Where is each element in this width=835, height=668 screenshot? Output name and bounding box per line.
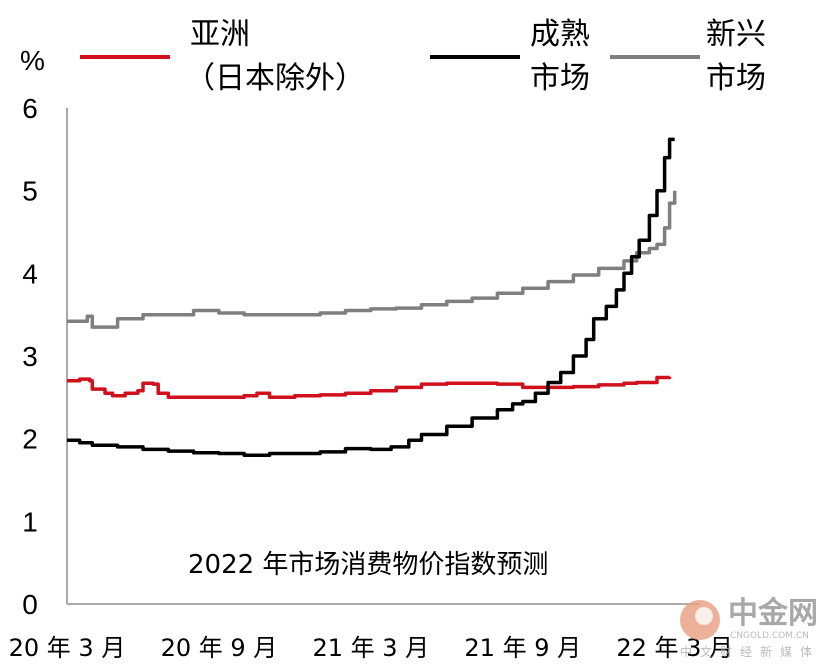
- y-tick-label: 2: [22, 424, 38, 455]
- series-line-0: [67, 375, 672, 400]
- legend: 亚洲 （日本除外） 成熟 市场 新兴 市场: [80, 17, 766, 96]
- watermark-logo-inner-icon: [695, 607, 713, 625]
- legend-label-mature-line1: 成熟: [530, 17, 590, 52]
- y-tick-label: 1: [22, 506, 38, 537]
- x-tick-label: 22 年 3 月: [616, 634, 733, 662]
- y-tick-label: 6: [22, 93, 38, 124]
- legend-label-emerging-line2: 市场: [706, 61, 766, 96]
- series-lines: [67, 137, 677, 457]
- legend-label-mature-line2: 市场: [530, 61, 590, 96]
- legend-label-emerging-line1: 新兴: [706, 17, 766, 52]
- x-tick-label: 21 年 3 月: [312, 634, 429, 662]
- y-tick-label: 3: [22, 341, 38, 372]
- y-tick-label: 4: [22, 258, 38, 289]
- y-tick-label: 5: [22, 176, 38, 207]
- y-unit-label: %: [20, 45, 45, 76]
- legend-label-asia-line1: 亚洲: [190, 17, 250, 52]
- watermark-url: CNGOLD.COM.CN: [730, 631, 809, 641]
- series-line-2: [67, 190, 677, 329]
- series-line-1: [67, 137, 675, 457]
- x-tick-label: 20 年 9 月: [161, 634, 278, 662]
- watermark: 中金网 CNGOLD.COM.CN 中文财经新媒体: [680, 596, 820, 659]
- y-tick-labels: 0 1 2 3 4 5 6: [22, 93, 38, 620]
- x-tick-label: 20 年 3 月: [9, 634, 126, 662]
- x-tick-label: 21 年 9 月: [464, 634, 581, 662]
- x-tick-labels: 20 年 3 月 20 年 9 月 21 年 3 月 21 年 9 月 22 年 3 月: [9, 634, 733, 662]
- chart-subtitle: 2022 年市场消费物价指数预测: [188, 550, 548, 580]
- y-tick-label: 0: [22, 589, 38, 620]
- watermark-brand: 中金网: [728, 596, 818, 631]
- legend-label-asia-line2: （日本除外）: [185, 61, 365, 96]
- watermark-tagline: 中文财经新媒体: [680, 644, 820, 659]
